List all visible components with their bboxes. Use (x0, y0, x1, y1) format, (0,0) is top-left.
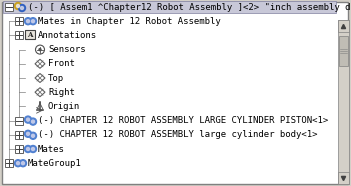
Text: Sensors: Sensors (48, 45, 86, 54)
Text: (-) CHAPTER 12 ROBOT ASSEMBLY LARGE CYLINDER PISTON<1>: (-) CHAPTER 12 ROBOT ASSEMBLY LARGE CYLI… (38, 116, 328, 125)
Bar (339, 36, 348, 66)
Text: (-) [ Assem1 ^Chapter12 Robot Assembly ]<2> "inch assembly descript: (-) [ Assem1 ^Chapter12 Robot Assembly ]… (28, 2, 351, 12)
Bar (338, 20, 349, 32)
Bar (15, 31, 23, 39)
Circle shape (32, 134, 34, 137)
Circle shape (26, 132, 29, 135)
Text: (-) CHAPTER 12 ROBOT ASSEMBLY large cylinder body<1>: (-) CHAPTER 12 ROBOT ASSEMBLY large cyli… (38, 130, 318, 139)
Circle shape (20, 7, 24, 9)
Circle shape (16, 4, 20, 7)
Circle shape (25, 116, 32, 123)
Circle shape (26, 147, 29, 150)
Bar (15, 117, 23, 125)
Circle shape (20, 160, 26, 167)
Text: Mates: Mates (38, 145, 65, 153)
Bar (338, 20, 349, 184)
Circle shape (21, 162, 25, 165)
Bar (15, 131, 23, 139)
Bar (15, 17, 23, 25)
Circle shape (25, 130, 32, 137)
Text: Mates in Chapter 12 Robot Assembly: Mates in Chapter 12 Robot Assembly (38, 17, 221, 26)
Circle shape (29, 132, 37, 139)
Circle shape (26, 118, 29, 121)
Circle shape (29, 18, 37, 25)
Circle shape (14, 2, 21, 9)
Circle shape (32, 147, 34, 150)
Circle shape (19, 4, 26, 12)
Circle shape (26, 20, 29, 23)
Circle shape (32, 20, 34, 23)
Text: Top: Top (48, 73, 64, 83)
Text: MateGroup1: MateGroup1 (28, 159, 82, 168)
Circle shape (14, 160, 21, 167)
Bar (5, 3, 13, 11)
Circle shape (29, 118, 37, 125)
Text: Annotations: Annotations (38, 31, 97, 40)
Circle shape (25, 145, 32, 153)
Bar (25, 30, 35, 39)
Circle shape (29, 145, 37, 153)
Text: Front: Front (48, 59, 75, 68)
Bar (3, 1, 336, 13)
Text: A: A (27, 31, 33, 39)
Circle shape (16, 162, 20, 165)
Circle shape (32, 120, 34, 123)
Circle shape (25, 18, 32, 25)
Circle shape (39, 49, 41, 51)
Bar (338, 172, 349, 184)
Text: Origin: Origin (48, 102, 80, 111)
Bar (5, 159, 13, 167)
Bar (15, 145, 23, 153)
Text: Right: Right (48, 88, 75, 97)
